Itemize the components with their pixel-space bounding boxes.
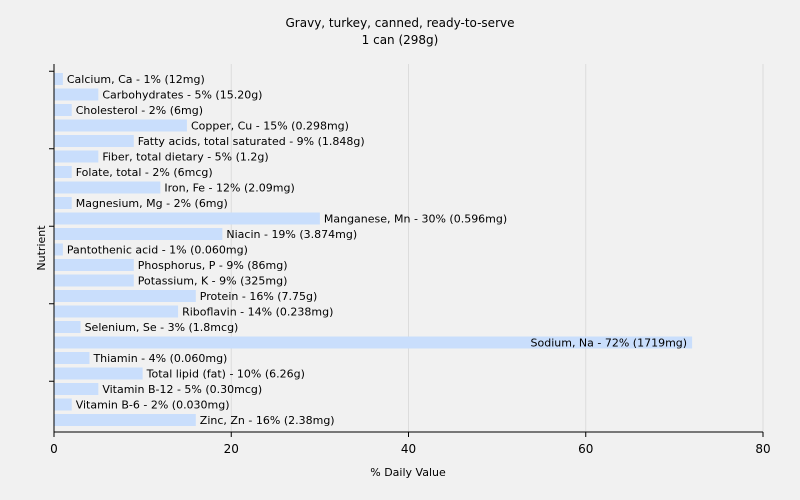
gridlines: [230, 64, 764, 432]
bar-label: Protein - 16% (7.75g): [200, 290, 318, 303]
bar: [54, 197, 72, 209]
bar: [54, 321, 81, 333]
bar: [54, 367, 143, 380]
bar-label: Pantothenic acid - 1% (0.060mg): [67, 244, 248, 257]
y-axis-title: Nutrient: [35, 225, 48, 271]
bar-label: Manganese, Mn - 30% (0.596mg): [324, 213, 507, 226]
chart-subtitle: 1 can (298g): [362, 33, 439, 47]
bar-label: Zinc, Zn - 16% (2.38mg): [200, 414, 335, 427]
bar-label: Phosphorus, P - 9% (86mg): [138, 259, 288, 272]
bar-label: Niacin - 19% (3.874mg): [226, 228, 357, 241]
bar-label: Carbohydrates - 5% (15.20g): [102, 89, 262, 102]
bar-label: Potassium, K - 9% (325mg): [138, 275, 288, 288]
bar: [54, 135, 134, 147]
bar: [54, 119, 187, 132]
bar: [54, 259, 134, 271]
bar: [54, 336, 693, 349]
bar: [54, 212, 320, 225]
bar: [54, 166, 72, 178]
bar: [54, 414, 196, 426]
bar-label: Vitamin B-6 - 2% (0.030mg): [76, 399, 230, 412]
bar: [54, 228, 223, 240]
bar-label: Vitamin B-12 - 5% (0.30mcg): [102, 383, 262, 396]
bar: [54, 398, 72, 411]
bar: [54, 290, 196, 302]
bar-label: Iron, Fe - 12% (2.09mg): [164, 182, 294, 195]
chart-title: Gravy, turkey, canned, ready-to-serve: [286, 16, 515, 30]
bar-label: Selenium, Se - 3% (1.8mcg): [85, 321, 239, 334]
bar-label: Sodium, Na - 72% (1719mg): [531, 337, 688, 350]
bar: [54, 181, 161, 194]
axes: 0 20 40 60 80: [49, 64, 771, 456]
x-tick-label: 40: [401, 442, 416, 456]
bar-label: Copper, Cu - 15% (0.298mg): [191, 120, 349, 133]
bar: [54, 305, 179, 318]
bar-label: Fatty acids, total saturated - 9% (1.848…: [138, 135, 365, 148]
bar-label: Riboflavin - 14% (0.238mg): [182, 306, 333, 319]
bar: [54, 104, 72, 116]
bars: Calcium, Ca - 1% (12mg) Carbohydrates - 5…: [54, 73, 693, 427]
bar: [54, 150, 99, 163]
bar-label: Total lipid (fat) - 10% (6.26g): [146, 368, 305, 381]
x-tick-label: 60: [578, 442, 593, 456]
bar-label: Calcium, Ca - 1% (12mg): [67, 73, 205, 86]
x-axis-title: % Daily Value: [370, 466, 446, 479]
bar: [54, 383, 99, 395]
bar: [54, 73, 63, 85]
bar-label: Fiber, total dietary - 5% (1.2g): [102, 151, 268, 164]
x-tick-label: 80: [755, 442, 770, 456]
bar-label: Magnesium, Mg - 2% (6mg): [76, 197, 228, 210]
bar-label: Thiamin - 4% (0.060mg): [92, 352, 227, 365]
x-tick-label: 0: [50, 442, 58, 456]
x-tick-label: 20: [224, 442, 239, 456]
bar-label: Cholesterol - 2% (6mg): [76, 104, 203, 117]
bar-label: Folate, total - 2% (6mcg): [76, 166, 213, 179]
bar: [54, 88, 99, 101]
bar: [54, 352, 90, 364]
bar: [54, 243, 63, 256]
bar: [54, 274, 134, 287]
